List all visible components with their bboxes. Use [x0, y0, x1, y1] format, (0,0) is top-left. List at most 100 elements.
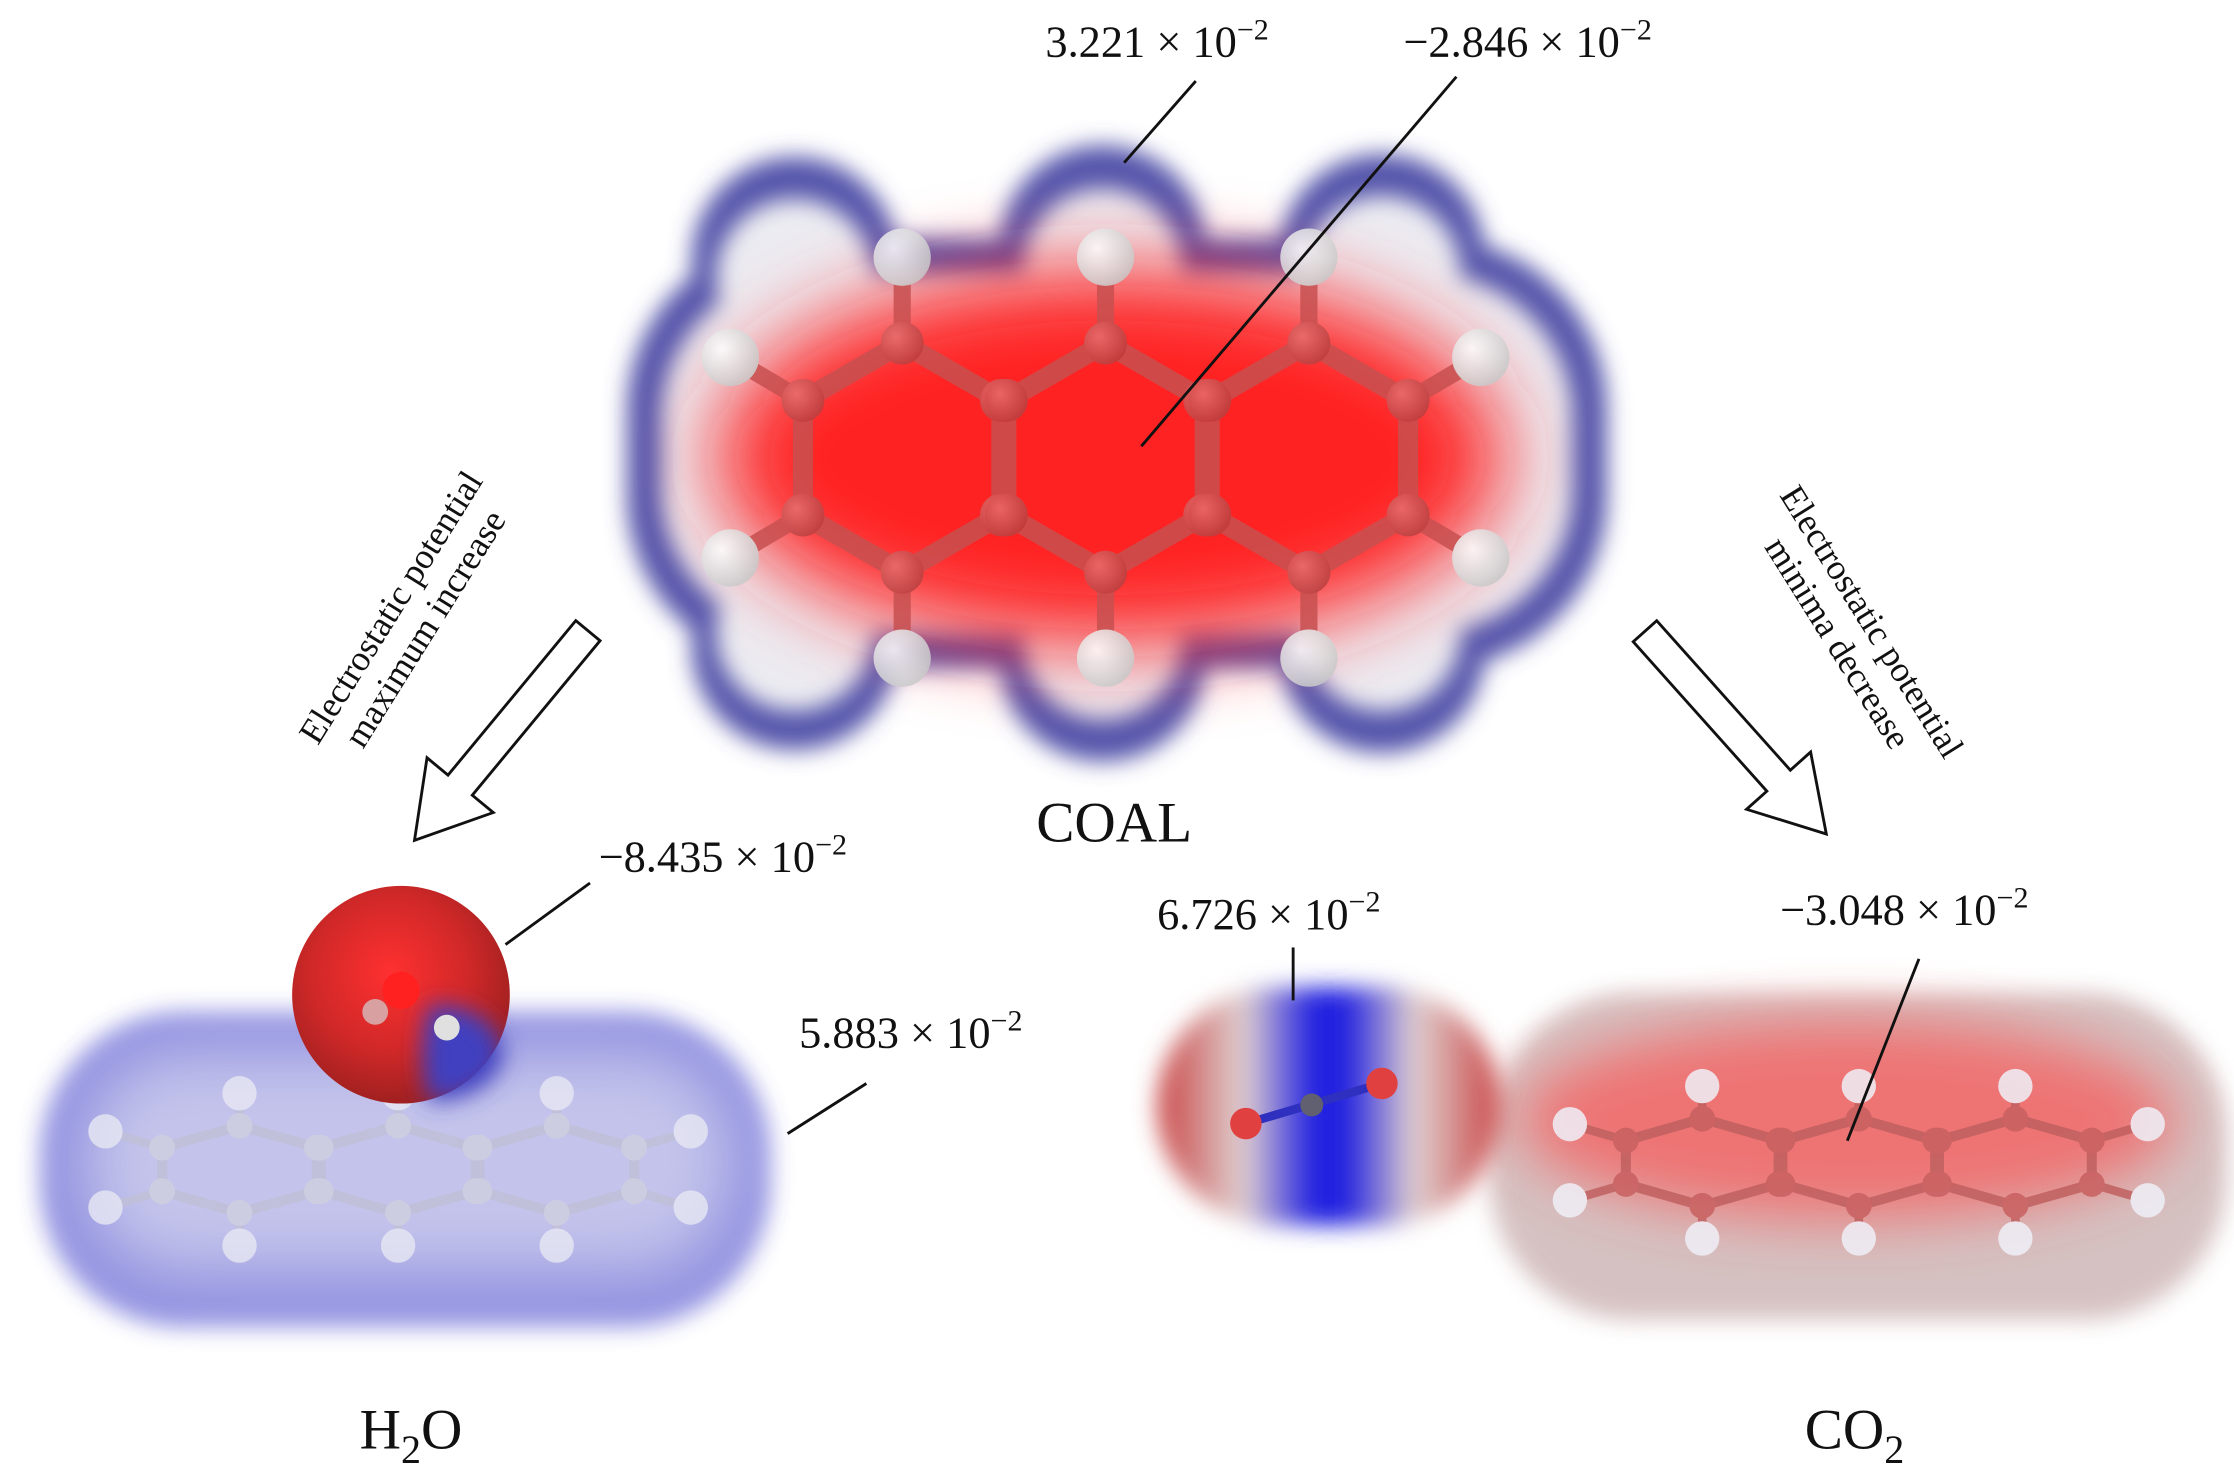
atom: [1188, 493, 1232, 537]
atom: [1076, 629, 1135, 687]
atom: [1386, 493, 1430, 537]
bond: [1857, 1113, 1937, 1146]
atom: [1841, 1221, 1876, 1256]
annotation-exponent: −2: [1620, 13, 1652, 47]
atom: [1998, 1221, 2033, 1256]
atom: [539, 1076, 574, 1111]
atom: [1452, 529, 1510, 587]
bond: [238, 1186, 319, 1218]
coal-surface: [627, 145, 1607, 762]
annotation-value: −3.048 × 10: [1780, 885, 1996, 935]
atom: [307, 1178, 334, 1205]
atom: [1689, 1192, 1716, 1219]
annotation-value: −2.846 × 10: [1403, 17, 1619, 67]
atom: [2130, 1106, 2165, 1142]
arrow-caption: Electrostatic potential minima decrease: [1757, 478, 1972, 765]
annotation: −3.048 × 10−2: [1780, 880, 2028, 934]
arrow: [412, 618, 603, 843]
label-main: CO: [1805, 1399, 1885, 1462]
atom: [621, 1178, 648, 1205]
co2-system: [1157, 987, 2227, 1320]
atom: [1280, 629, 1338, 687]
atom: [307, 1134, 334, 1161]
atom: [466, 1178, 493, 1205]
leader-line: [504, 881, 591, 946]
water-label: H2O: [360, 1399, 463, 1471]
atom: [1998, 1068, 2033, 1104]
atom: [222, 1076, 257, 1111]
atom: [1287, 321, 1331, 365]
annotation-exponent: −2: [1349, 885, 1381, 919]
bond: [2014, 1113, 2094, 1146]
annotation: −8.435 × 10−2: [599, 827, 847, 881]
label-tail: O: [421, 1399, 462, 1462]
atom: [88, 1114, 123, 1149]
atom: [226, 1200, 253, 1226]
bond: [160, 1121, 241, 1153]
annotation-exponent: −2: [1997, 880, 2029, 914]
atom: [2078, 1127, 2105, 1154]
annotation: 6.726 × 10−2: [1157, 885, 1380, 939]
label-main: H: [360, 1399, 401, 1462]
atom: [673, 1190, 708, 1225]
bond: [1700, 1113, 1780, 1146]
atom: [149, 1134, 175, 1161]
bond: [1624, 1179, 1704, 1211]
annotation: 3.221 × 10−2: [1045, 13, 1268, 67]
atom: [543, 1112, 570, 1139]
atom: [2130, 1183, 2165, 1218]
atom: [88, 1190, 123, 1225]
bond: [319, 1186, 400, 1218]
atom: [2002, 1105, 2029, 1132]
annotation: 5.883 × 10−2: [799, 1004, 1022, 1058]
annotation-exponent: −2: [1237, 13, 1269, 47]
atom: [539, 1228, 574, 1263]
atom: [222, 1228, 257, 1263]
bond: [1624, 1113, 1704, 1146]
atom: [984, 378, 1028, 422]
leader-line: [1140, 75, 1458, 448]
bond: [555, 1121, 636, 1153]
atom: [1685, 1068, 1720, 1104]
bond: [1857, 1179, 1937, 1211]
co2-label: CO2: [1805, 1399, 1905, 1471]
atom: [1926, 1171, 1952, 1197]
atom: [880, 550, 924, 594]
atom: [781, 493, 825, 537]
annotation-value: 6.726 × 10: [1157, 889, 1348, 939]
atom: [873, 629, 931, 687]
atom: [1452, 328, 1510, 387]
atom: [673, 1114, 708, 1149]
coal-label: COAL: [1036, 791, 1192, 854]
annotation-value: 3.221 × 10: [1045, 17, 1236, 67]
atom: [2078, 1171, 2105, 1197]
bond: [555, 1186, 636, 1218]
leader-line: [1846, 958, 1921, 1142]
atom: [1552, 1106, 1588, 1142]
bond: [1781, 1113, 1861, 1146]
atom: [1685, 1221, 1720, 1256]
atom: [1926, 1127, 1952, 1154]
bond: [319, 1121, 400, 1153]
annotation-exponent: −2: [991, 1004, 1023, 1038]
atom: [1612, 1127, 1639, 1154]
bond: [1781, 1179, 1861, 1211]
water-system: [40, 885, 771, 1327]
atom: [543, 1200, 570, 1226]
bond: [396, 1186, 477, 1218]
atom: [701, 328, 759, 387]
atom: [1689, 1105, 1716, 1132]
atom: [873, 228, 931, 286]
atom: [1188, 378, 1232, 422]
atom: [385, 1200, 411, 1226]
atom: [1076, 228, 1135, 286]
atom: [1845, 1192, 1872, 1219]
annotation-value: 5.883 × 10: [799, 1008, 990, 1058]
atom: [380, 1228, 416, 1263]
annotation: −2.846 × 10−2: [1403, 13, 1651, 67]
atom: [466, 1134, 493, 1161]
atom: [1552, 1183, 1588, 1218]
bond: [238, 1121, 319, 1153]
bond: [160, 1186, 241, 1218]
